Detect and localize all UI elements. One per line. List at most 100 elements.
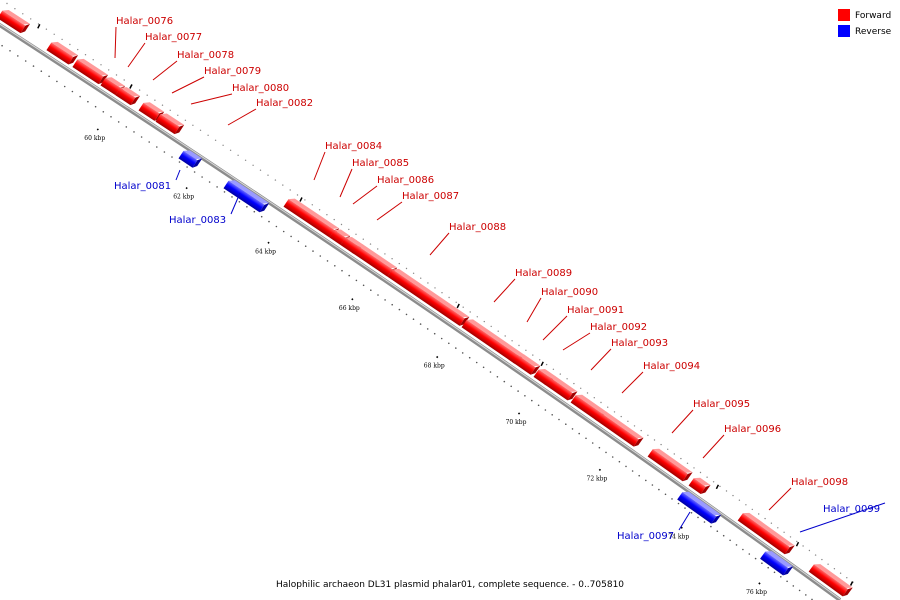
gene-halar-0083[interactable] xyxy=(223,177,270,213)
gene-halar-0095[interactable] xyxy=(647,446,693,483)
minor-tick xyxy=(178,161,181,163)
minor-tick xyxy=(531,399,533,402)
gene-halar-0099[interactable] xyxy=(760,548,794,577)
minor-tick xyxy=(725,490,728,492)
leader-line-halar-0086 xyxy=(352,185,378,205)
gene-label-halar-0093[interactable]: Halar_0093 xyxy=(611,338,668,349)
minor-tick xyxy=(611,456,614,458)
minor-tick xyxy=(22,13,24,15)
minor-tick xyxy=(476,316,478,318)
gene-label-halar-0079[interactable]: Halar_0079 xyxy=(204,66,261,77)
minor-tick xyxy=(805,594,807,596)
outer-tick xyxy=(795,541,800,547)
minor-tick xyxy=(304,199,306,201)
gene-label-halar-0077[interactable]: Halar_0077 xyxy=(145,32,202,43)
minor-tick xyxy=(326,214,328,216)
gene-halar-0077[interactable] xyxy=(72,56,109,86)
gene-halar-0082[interactable] xyxy=(155,111,185,136)
legend-swatch-forward xyxy=(838,9,850,21)
gene-halar-0092[interactable] xyxy=(543,373,578,402)
minor-tick xyxy=(115,74,118,76)
gene-label-halar-0096[interactable]: Halar_0096 xyxy=(724,424,781,435)
gene-label-halar-0076[interactable]: Halar_0076 xyxy=(116,16,173,27)
minor-tick xyxy=(722,534,725,537)
gene-halar-0081[interactable] xyxy=(178,148,203,170)
gene-label-halar-0097[interactable]: Halar_0097 xyxy=(617,531,674,542)
leader-line-halar-0082 xyxy=(227,108,257,126)
minor-tick xyxy=(808,549,811,552)
minor-tick xyxy=(214,139,217,141)
minor-tick xyxy=(598,446,601,449)
gene-label-halar-0088[interactable]: Halar_0088 xyxy=(449,222,506,233)
minor-tick xyxy=(677,502,680,505)
minor-tick xyxy=(489,371,492,373)
gene-partial-1[interactable] xyxy=(808,561,853,598)
minor-tick xyxy=(552,368,555,370)
minor-tick xyxy=(441,292,443,294)
outer-tick xyxy=(849,581,854,586)
gene-label-halar-0085[interactable]: Halar_0085 xyxy=(352,158,409,169)
minor-tick xyxy=(631,470,634,472)
minor-tick xyxy=(156,146,158,148)
minor-tick xyxy=(761,562,763,564)
minor-tick xyxy=(783,531,785,533)
minor-tick xyxy=(571,428,574,430)
minor-tick xyxy=(108,69,110,71)
gene-label-halar-0089[interactable]: Halar_0089 xyxy=(515,268,572,279)
minor-tick xyxy=(511,340,513,342)
gene-halar-0079[interactable] xyxy=(115,84,141,106)
minor-tick xyxy=(334,265,336,267)
gene-label-halar-0095[interactable]: Halar_0095 xyxy=(693,399,750,410)
scale-label: 76 kbp xyxy=(746,589,767,596)
minor-tick xyxy=(559,373,561,375)
gene-label-halar-0091[interactable]: Halar_0091 xyxy=(567,305,624,316)
minor-tick xyxy=(461,352,464,354)
gene-label-halar-0081[interactable]: Halar_0081 xyxy=(114,181,171,192)
minor-tick xyxy=(745,504,747,506)
minor-tick xyxy=(138,89,141,91)
minor-tick xyxy=(362,238,364,240)
minor-tick xyxy=(199,129,202,131)
gene-label-halar-0080[interactable]: Halar_0080 xyxy=(232,83,289,94)
gene-halar-0088[interactable] xyxy=(387,266,470,328)
gene-label-halar-0094[interactable]: Halar_0094 xyxy=(643,361,700,372)
gene-label-halar-0083[interactable]: Halar_0083 xyxy=(169,215,226,226)
gene-label-halar-0082[interactable]: Halar_0082 xyxy=(256,98,313,109)
minor-tick xyxy=(319,255,322,257)
minor-tick xyxy=(244,159,247,161)
minor-tick xyxy=(146,94,148,96)
gene-label-halar-0086[interactable]: Halar_0086 xyxy=(377,175,434,186)
scale-label: 66 kbp xyxy=(339,305,360,312)
minor-tick xyxy=(63,85,66,88)
leader-line-halar-0095 xyxy=(671,409,694,434)
minor-tick xyxy=(94,105,97,108)
gene-label-halar-0098[interactable]: Halar_0098 xyxy=(791,477,848,488)
gene-halar-0098[interactable] xyxy=(737,510,795,556)
minor-tick xyxy=(706,476,708,478)
minor-tick xyxy=(796,540,798,543)
minor-tick xyxy=(798,589,801,592)
minor-tick xyxy=(77,48,79,51)
leader-line-halar-0079 xyxy=(171,76,205,94)
gene-halar-0097[interactable] xyxy=(677,489,722,526)
gene-label-halar-0087[interactable]: Halar_0087 xyxy=(402,191,459,202)
minor-tick xyxy=(544,409,547,411)
gene-partial-0[interactable] xyxy=(0,7,31,34)
gene-label-halar-0078[interactable]: Halar_0078 xyxy=(177,50,234,61)
gene-label-halar-0092[interactable]: Halar_0092 xyxy=(590,322,647,333)
minor-tick xyxy=(148,141,150,143)
gene-label-halar-0084[interactable]: Halar_0084 xyxy=(325,141,382,152)
gene-label-halar-0090[interactable]: Halar_0090 xyxy=(541,287,598,298)
gene-halar-0076[interactable] xyxy=(46,39,79,66)
minor-tick xyxy=(468,356,471,359)
minor-tick xyxy=(384,299,386,301)
gene-label-halar-0099[interactable]: Halar_0099 xyxy=(823,504,880,515)
gene-halar-0090[interactable] xyxy=(512,352,541,377)
minor-tick xyxy=(259,169,262,171)
minor-tick xyxy=(355,279,358,282)
gene-halar-0096[interactable] xyxy=(688,475,711,496)
minor-tick xyxy=(102,111,105,113)
gene-halar-0094[interactable] xyxy=(594,409,644,449)
minor-tick xyxy=(638,474,640,477)
minor-tick xyxy=(613,411,616,413)
